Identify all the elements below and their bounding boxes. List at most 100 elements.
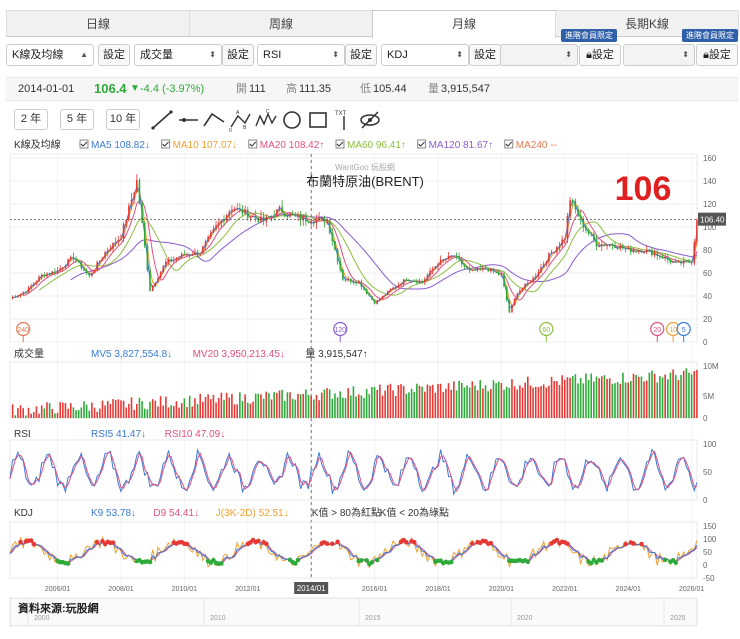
candle-body bbox=[199, 253, 202, 255]
tab-daily[interactable]: 日線 bbox=[6, 10, 190, 36]
period-2y-button[interactable]: 2 年 bbox=[14, 109, 48, 130]
kdj-oversold-dot bbox=[588, 560, 594, 566]
main-setting-button[interactable]: 設定 bbox=[98, 44, 130, 66]
kdj-axis-tick: -50 bbox=[703, 574, 715, 583]
volume-bar bbox=[352, 386, 355, 418]
volume-bar bbox=[302, 394, 305, 418]
period-5y-button[interactable]: 5 年 bbox=[60, 109, 94, 130]
hide-drawings-icon[interactable] bbox=[358, 108, 382, 132]
candle-body bbox=[548, 253, 550, 262]
candle-body bbox=[270, 215, 273, 217]
candle-body bbox=[35, 281, 38, 284]
quote-price: 106.4 bbox=[94, 81, 127, 96]
price-annotation: 106 bbox=[615, 170, 672, 208]
volume-bar bbox=[149, 401, 151, 418]
price-legend-title: K線及均線 bbox=[14, 138, 61, 151]
candle-body bbox=[360, 281, 363, 288]
text-tool-icon[interactable]: TXT bbox=[332, 108, 356, 132]
candle-body bbox=[614, 245, 616, 248]
rsi-setting-button[interactable]: 設定 bbox=[345, 44, 377, 66]
main-indicator-select[interactable]: K線及均線 ▲ bbox=[6, 44, 94, 66]
select-arrow-icon: ▲ bbox=[80, 50, 88, 59]
rsi-axis-tick: 0 bbox=[703, 496, 708, 505]
volume-bar bbox=[482, 388, 484, 418]
volume-bar bbox=[558, 384, 561, 418]
candle-body bbox=[608, 244, 611, 246]
check-icon bbox=[505, 141, 513, 147]
vip-select-2[interactable]: ⬍ bbox=[623, 44, 695, 66]
volume-bar bbox=[48, 403, 51, 418]
candle-body bbox=[474, 269, 476, 271]
circle-tool-icon[interactable] bbox=[280, 108, 304, 132]
vip-badge: 進階會員限定 bbox=[561, 29, 617, 42]
abc-pattern-icon[interactable]: A 0 B bbox=[228, 108, 252, 132]
kdj-select-value: KDJ bbox=[387, 49, 408, 61]
volume-bar bbox=[254, 393, 257, 418]
volume-select[interactable]: 成交量 ⬍ bbox=[134, 44, 222, 66]
candle-body bbox=[619, 245, 622, 249]
volume-bar bbox=[490, 389, 492, 418]
volume-bar bbox=[178, 407, 180, 418]
candle-body bbox=[379, 298, 381, 301]
candle-body bbox=[191, 254, 194, 256]
candle-body bbox=[268, 216, 270, 218]
candle-body bbox=[72, 256, 75, 259]
rect-tool-icon[interactable] bbox=[306, 108, 330, 132]
volume-bar bbox=[566, 377, 569, 418]
candle-body bbox=[429, 270, 431, 276]
volume-bar bbox=[685, 368, 688, 418]
candle-body bbox=[447, 256, 450, 260]
kdj-select[interactable]: KDJ ⬍ bbox=[381, 44, 469, 66]
candle-body bbox=[77, 260, 80, 262]
tab-weekly[interactable]: 周線 bbox=[189, 10, 373, 36]
svg-text:A: A bbox=[236, 110, 240, 116]
volume-bar bbox=[373, 386, 376, 418]
kdj-overbought-dot bbox=[411, 539, 417, 545]
candle-body bbox=[648, 249, 651, 251]
kdj-setting-button[interactable]: 設定 bbox=[469, 44, 501, 66]
abcde-pattern-icon[interactable]: C bbox=[254, 108, 278, 132]
volume-bar bbox=[400, 384, 402, 418]
volume-bar bbox=[516, 389, 519, 418]
candle-body bbox=[466, 266, 468, 269]
select-arrow-icon: ⬍ bbox=[332, 50, 339, 59]
line-tool-icon[interactable] bbox=[150, 108, 174, 132]
price-legend-item: MA20 108.42↑ bbox=[260, 140, 325, 151]
ray-tool-icon[interactable] bbox=[176, 108, 200, 132]
candle-body bbox=[215, 225, 217, 229]
candle-body bbox=[48, 273, 51, 275]
candle-body bbox=[545, 261, 548, 265]
volume-bar bbox=[611, 383, 614, 418]
candle-body bbox=[460, 259, 463, 265]
candle-body bbox=[476, 268, 479, 271]
volume-setting-button[interactable]: 設定 bbox=[222, 44, 254, 66]
volume-bar bbox=[17, 408, 19, 418]
vip-setting-button-1[interactable]: 🔒︎設定 bbox=[579, 44, 621, 66]
vip-select-1[interactable]: ⬍ bbox=[500, 44, 578, 66]
candle-body bbox=[503, 274, 505, 287]
candle-body bbox=[492, 268, 495, 272]
candle-body bbox=[83, 268, 85, 271]
volume-bar bbox=[336, 397, 339, 418]
candle-body bbox=[426, 275, 429, 280]
high-label: 高 bbox=[286, 83, 297, 95]
volume-bar bbox=[344, 398, 347, 418]
kdj-k-line bbox=[9, 539, 698, 565]
check-icon bbox=[249, 141, 257, 147]
rsi-select[interactable]: RSI ⬍ bbox=[257, 44, 345, 66]
candle-body bbox=[202, 246, 204, 254]
candle-body bbox=[112, 242, 114, 249]
vip-setting-button-2[interactable]: 🔒︎設定 bbox=[696, 44, 738, 66]
candle-body bbox=[175, 258, 178, 260]
candle-body bbox=[257, 218, 260, 222]
volume-bar bbox=[225, 392, 228, 418]
period-10y-button[interactable]: 10 年 bbox=[106, 109, 140, 130]
candle-body bbox=[688, 260, 690, 263]
volume-bar bbox=[125, 407, 128, 418]
volume-bar bbox=[204, 396, 207, 418]
arc-tool-icon[interactable] bbox=[202, 108, 226, 132]
tab-monthly[interactable]: 月線 bbox=[372, 10, 556, 38]
volume-bar bbox=[635, 374, 637, 418]
candle-body bbox=[640, 250, 643, 253]
